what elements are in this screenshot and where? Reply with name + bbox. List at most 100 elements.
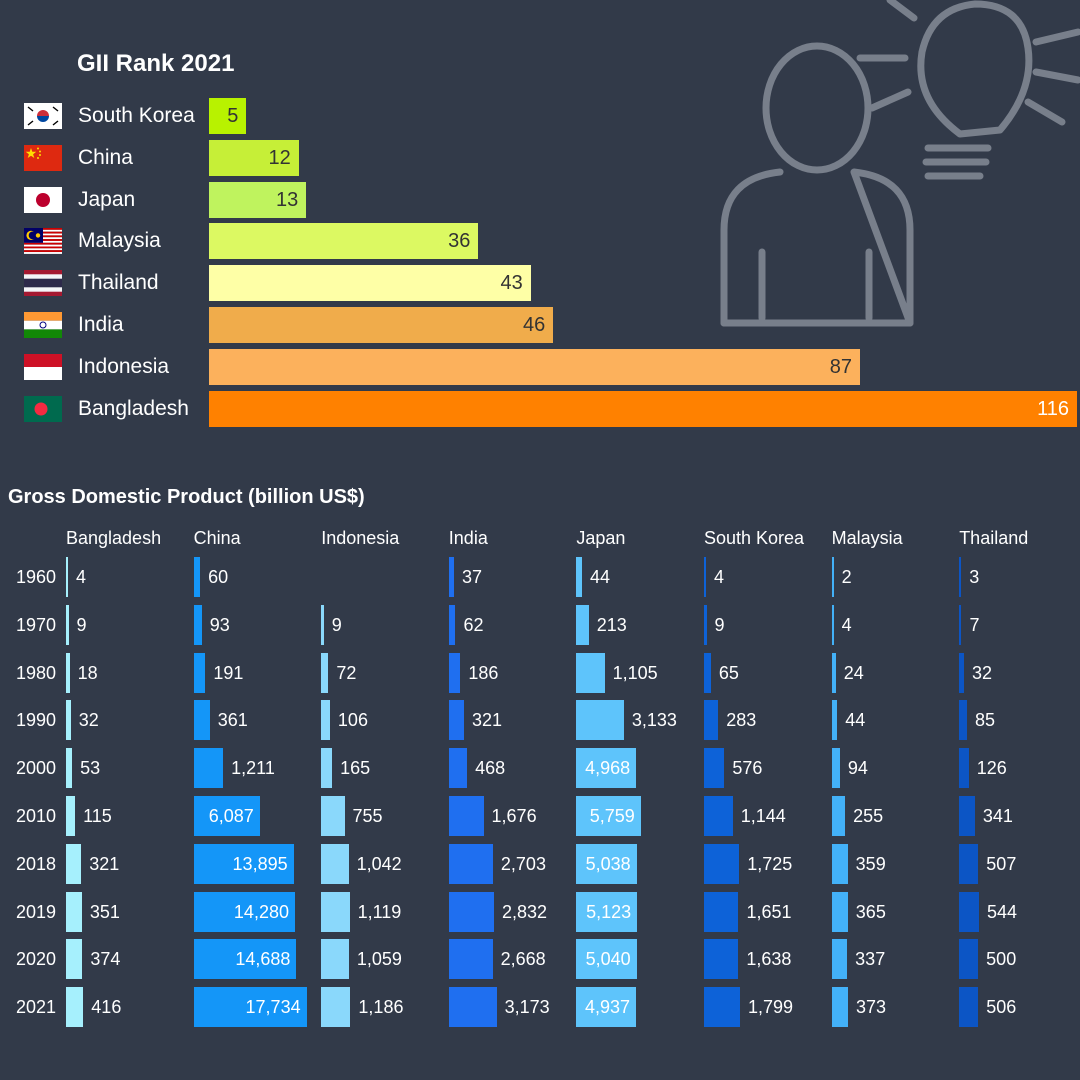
gdp-bar [321,987,351,1028]
gdp-bar [66,796,76,836]
gdp-value-label: 507 [986,853,1017,874]
gdp-bar [321,843,349,884]
gdp-value-label: 374 [90,949,121,970]
gdp-bar [66,557,68,597]
gdp-column-header: Malaysia [831,528,903,548]
south-korea-flag [24,103,62,129]
gdp-bar [831,843,848,884]
gdp-bar [448,796,484,836]
gdp-value-label: 85 [975,710,996,731]
gdp-bar [831,604,834,645]
gdp-bar [704,700,719,741]
gdp-year-label: 2019 [16,901,57,922]
gdp-bar [321,939,349,980]
gdp-bar [66,748,73,789]
gdp-value-label: 506 [986,997,1017,1018]
gdp-bar [959,557,962,597]
gdp-bar [66,987,84,1028]
gii-country-label: South Korea [78,104,195,127]
gdp-bar [66,843,82,884]
gdp-bar [193,604,202,645]
gdp-column-header: Bangladesh [66,528,162,548]
gdp-bar [576,748,637,789]
gdp-value-label: 7 [969,614,980,635]
gdp-value-label: 1,799 [747,997,794,1018]
gdp-value-label: 373 [855,997,887,1018]
gdp-bar [959,604,962,645]
gdp-bar [193,939,297,980]
gii-country-label: China [78,145,133,169]
gdp-value-label: 4,937 [584,997,630,1018]
gdp-bar [704,796,733,836]
gdp-value-label: 1,725 [747,853,793,874]
gdp-value-label: 4 [76,567,87,587]
gdp-bar [193,652,206,693]
gii-country-label: Bangladesh [78,396,189,420]
gdp-value-label: 4 [841,614,852,635]
gii-bar: 36 [209,223,479,260]
gdp-value-label: 17,734 [245,997,301,1018]
gdp-value-label: 14,280 [233,901,289,922]
gdp-value-label: 4 [714,567,725,587]
gdp-value-label: 165 [340,758,371,779]
gdp-bar [959,796,975,836]
india-flag-graphic [24,312,62,338]
gii-row: China 12 [0,139,1080,176]
gdp-bar [448,843,493,884]
indonesia-flag-graphic [24,353,62,380]
gdp-value-label: 351 [89,901,120,922]
gdp-bar [321,796,345,836]
gdp-column-header: Indonesia [321,528,400,548]
gdp-value-label: 3,173 [504,997,550,1018]
gdp-value-label: 106 [337,710,368,731]
gdp-bar [193,557,201,597]
gdp-value-label: 6,087 [208,806,254,826]
person-lightbulb-illustration [720,0,1080,327]
gdp-value-label: 9 [76,614,87,635]
gdp-bar [193,843,294,884]
gdp-bar [193,891,295,932]
gii-row: Bangladesh 116 [0,390,1080,427]
gdp-value-label: 3 [969,567,980,587]
gdp-bar [321,652,329,693]
gdp-value-label: 500 [986,949,1017,970]
gdp-bar [448,891,494,932]
gdp-column-header: Thailand [959,528,1029,548]
gdp-bar [704,939,739,980]
gii-bar: 5 [209,98,247,134]
gdp-bar [959,700,967,741]
gdp-bar [66,652,70,693]
gdp-bar [193,700,210,741]
gdp-bar [959,843,979,884]
gdp-bar [704,891,739,932]
gdp-value-label: 94 [847,758,868,779]
gdp-value-label: 468 [475,758,506,779]
gii-row: South Korea 5 [0,98,1080,134]
gdp-bar [576,604,589,645]
china-flag-graphic [24,144,62,171]
gdp-value-label: 365 [855,901,886,922]
gdp-value-label: 93 [209,614,230,635]
gdp-value-label: 2,668 [500,949,546,970]
gdp-bar [576,987,636,1028]
japan-flag-graphic [24,186,62,213]
gdp-value-label: 1,042 [356,853,402,874]
gdp-bar [321,700,330,741]
gii-chart-title: GII Rank 2021 [77,50,235,77]
gdp-bar [448,604,456,645]
gdp-bar [831,557,834,597]
gii-country-label: India [78,313,124,336]
gdp-value-label: 755 [352,806,383,826]
gdp-bar [576,652,605,693]
gdp-year-label: 2021 [16,997,57,1018]
gdp-bar [448,557,454,597]
gdp-bar [831,652,836,693]
gdp-value-label: 24 [843,662,864,683]
gdp-value-label: 341 [982,806,1013,826]
gii-bar: 87 [209,348,860,385]
gdp-value-label: 13,895 [232,853,288,874]
gii-bar: 116 [209,390,1077,427]
gdp-bar [704,557,706,597]
gii-row: Thailand 43 [0,265,1080,302]
gdp-value-label: 213 [596,614,627,635]
